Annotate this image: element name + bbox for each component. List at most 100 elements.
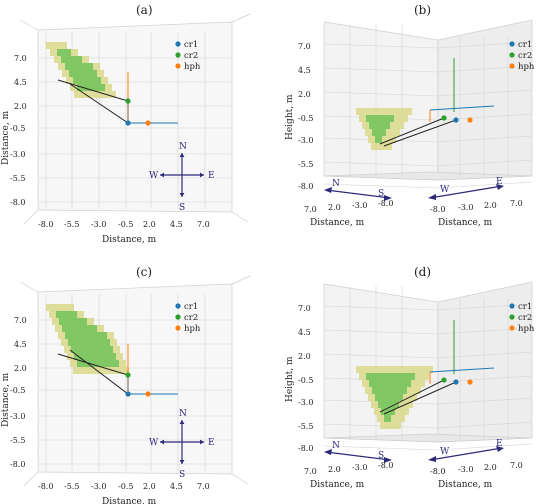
- voxel: [403, 394, 410, 401]
- voxel: [380, 422, 387, 429]
- cr2-line: [379, 117, 445, 145]
- z-tick-label: 4.5: [298, 328, 311, 337]
- voxel: [405, 108, 412, 115]
- voxel: [66, 318, 73, 325]
- voxel: [62, 325, 69, 332]
- voxel: [366, 373, 373, 380]
- compass-e: E: [208, 171, 215, 181]
- y-tick-label: 4.5: [14, 78, 27, 87]
- voxel: [115, 367, 122, 374]
- voxel: [362, 122, 369, 129]
- y-tick-label: 2.0: [14, 364, 27, 373]
- x-tick-label: -3.0: [352, 201, 367, 210]
- voxel: [81, 353, 88, 360]
- voxel: [102, 353, 109, 360]
- z-tick-label: 2.0: [298, 90, 311, 99]
- voxel: [397, 380, 404, 387]
- voxel: [356, 108, 363, 115]
- y-tick-label: -8.0: [10, 198, 25, 207]
- legend-marker: [509, 52, 515, 58]
- x-axis-label: Distance, m: [102, 235, 157, 245]
- cr1-point: [125, 120, 131, 126]
- voxel: [400, 387, 407, 394]
- voxel: [64, 49, 71, 56]
- voxel: [88, 91, 95, 98]
- grid-line: [323, 67, 439, 73]
- voxel: [76, 325, 83, 332]
- voxel: [122, 367, 129, 374]
- grid-line: [437, 159, 533, 167]
- voxel: [75, 56, 82, 63]
- arrow-head: [496, 184, 504, 190]
- voxel: [52, 318, 59, 325]
- voxel: [62, 70, 69, 77]
- voxel: [391, 415, 398, 422]
- voxel: [50, 49, 57, 56]
- compass-w: W: [440, 447, 450, 457]
- voxel: [389, 394, 396, 401]
- legend-label: cr1: [184, 302, 198, 312]
- compass-w: W: [440, 185, 450, 195]
- compass-s: S: [378, 189, 384, 199]
- voxel: [422, 373, 429, 380]
- voxel: [374, 408, 381, 415]
- x-tick-label: 7.0: [197, 482, 210, 491]
- voxel: [60, 42, 67, 49]
- x-tick-label: -8.0: [38, 220, 53, 229]
- voxel: [399, 401, 406, 408]
- voxel: [382, 394, 389, 401]
- compass-s: S: [179, 470, 185, 480]
- voxel: [68, 339, 75, 346]
- y-tick-label: -5.5: [10, 174, 25, 183]
- y-axis-label: Distance, m: [1, 110, 11, 165]
- voxel: [402, 408, 409, 415]
- voxel: [53, 42, 60, 49]
- box-edge: [231, 211, 249, 223]
- voxel: [77, 84, 84, 91]
- y-tick-label: -8.0: [430, 467, 445, 476]
- voxel: [61, 339, 68, 346]
- cr2-line: [57, 353, 129, 376]
- arrow-head: [324, 187, 332, 193]
- voxel: [68, 56, 75, 63]
- voxel: [82, 56, 89, 63]
- compass-ns-axis: [325, 189, 391, 199]
- voxel: [73, 318, 80, 325]
- legend-marker: [175, 52, 181, 58]
- x-tick-label: 7.0: [304, 205, 317, 214]
- voxel: [387, 422, 394, 429]
- y-tick-label: -3.0: [10, 412, 25, 421]
- panel-c: (c) -8.0 -5.5 -3.0 -0.5 2.0 4.5 7.0 7.0 4.5 2.0 -0.…: [1, 265, 251, 504]
- voxel: [393, 129, 400, 136]
- cr2-line: [57, 79, 129, 102]
- z-tick-label: -3.0: [298, 136, 313, 145]
- legend-marker: [175, 325, 181, 331]
- voxel: [93, 63, 100, 70]
- voxel: [57, 49, 64, 56]
- grid-line: [323, 161, 439, 167]
- grid-line: [437, 181, 533, 189]
- voxel: [401, 373, 408, 380]
- x-tick-label: -5.5: [64, 482, 79, 491]
- voxel: [98, 84, 105, 91]
- voxel: [65, 63, 72, 70]
- voxel: [96, 339, 103, 346]
- cr1-line: [383, 119, 457, 147]
- x-tick-label: 4.5: [170, 220, 183, 229]
- legend-marker: [175, 314, 181, 320]
- cr1-line: [69, 83, 129, 124]
- hph-point: [145, 391, 151, 397]
- y-tick-label: -3.0: [458, 465, 473, 474]
- grid-line: [323, 329, 439, 335]
- compass-e: E: [496, 439, 503, 449]
- voxel: [384, 108, 391, 115]
- voxel: [90, 325, 97, 332]
- y-tick-label: 7.0: [510, 461, 523, 470]
- voxel: [106, 346, 113, 353]
- voxel-region: [356, 366, 433, 429]
- voxel: [85, 346, 92, 353]
- voxel: [89, 339, 96, 346]
- voxel: [390, 122, 397, 129]
- voxel: [384, 415, 391, 422]
- box-edge: [19, 281, 39, 293]
